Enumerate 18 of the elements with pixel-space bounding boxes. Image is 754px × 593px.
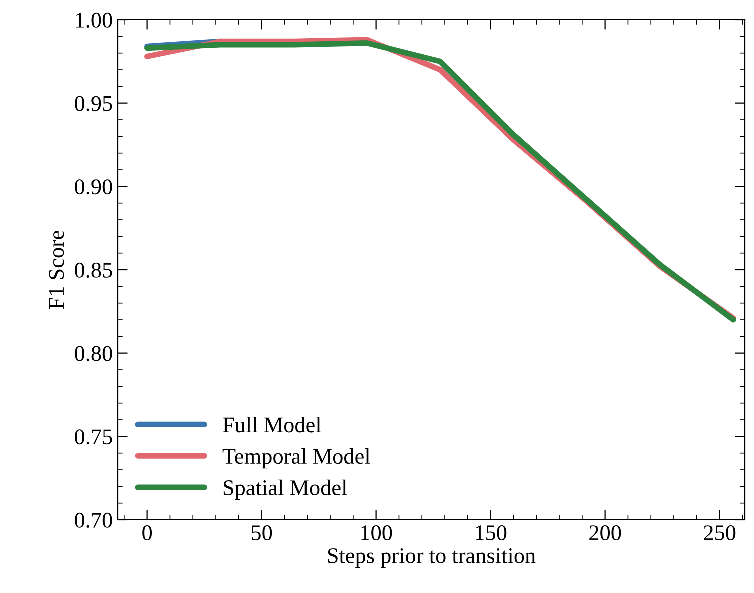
legend-label: Full Model (223, 417, 322, 433)
x-tick-label: 50 (252, 526, 272, 540)
x-tick-label: 0 (142, 526, 152, 540)
x-axis-title: Steps prior to transition (328, 548, 536, 568)
y-tick-label: 0.90 (75, 180, 112, 195)
x-tick-label: 150 (476, 526, 507, 540)
y-axis-title: F1 Score (49, 230, 64, 310)
x-tick-label: 100 (362, 526, 392, 540)
y-tick-label: 0.75 (75, 430, 112, 445)
y-tick-label: 0.95 (75, 96, 112, 112)
y-tick-label: 0.70 (75, 512, 112, 528)
y-tick-label: 0.80 (75, 346, 112, 362)
x-tick-label: 250 (704, 526, 736, 540)
x-tick-label: 200 (590, 526, 622, 540)
legend-label: Spatial Model (224, 480, 348, 500)
legend-label: Temporal Model (222, 448, 370, 469)
y-tick-label: 0.85 (75, 262, 112, 278)
y-tick-label: 1.00 (76, 12, 112, 28)
